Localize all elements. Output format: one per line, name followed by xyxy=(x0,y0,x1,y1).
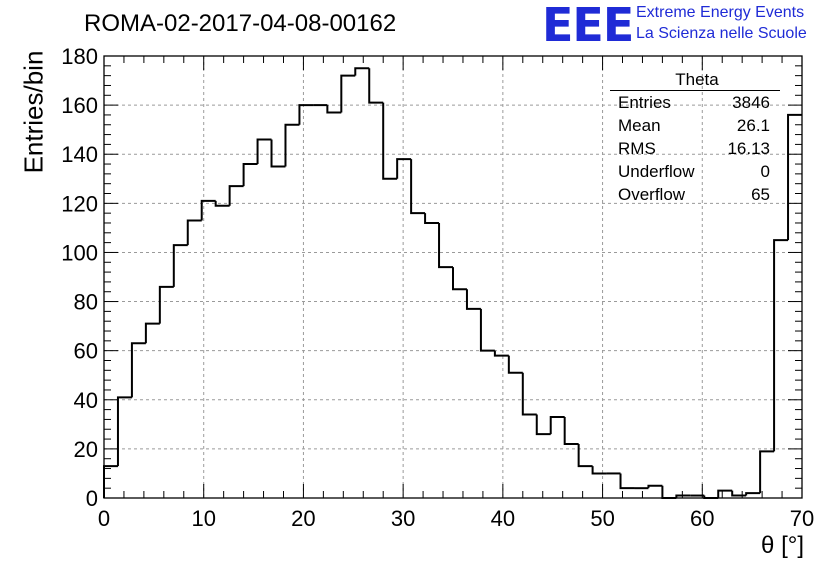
stats-label: Underflow xyxy=(618,162,695,181)
y-tick-label: 100 xyxy=(61,240,98,265)
histogram-bin xyxy=(521,372,537,416)
stats-value: 26.1 xyxy=(736,116,770,135)
histogram-bin xyxy=(214,200,230,207)
histogram-bin xyxy=(326,105,342,114)
y-tick-label: 180 xyxy=(61,44,98,69)
eee-logo: EEE xyxy=(542,0,634,52)
chart-title: ROMA-02-2017-04-08-00162 xyxy=(84,10,397,37)
y-tick-label: 0 xyxy=(86,486,98,511)
histogram-bin xyxy=(410,159,426,215)
histogram-bin xyxy=(619,473,635,490)
histogram-bin xyxy=(577,443,593,468)
histogram-bin xyxy=(340,74,356,113)
logo-line-1: Extreme Energy Events xyxy=(636,4,805,21)
histogram-bin xyxy=(368,68,384,104)
stats-label: Entries xyxy=(618,93,671,112)
y-tick-label: 40 xyxy=(74,388,98,413)
histogram-bin xyxy=(200,199,216,221)
x-tick-label: 60 xyxy=(690,506,714,531)
stats-value: 3846 xyxy=(732,93,770,112)
x-tick-label: 40 xyxy=(491,506,515,531)
histogram-bin xyxy=(186,219,202,246)
y-tick-label: 80 xyxy=(74,290,98,315)
histogram-bin xyxy=(717,489,733,498)
y-axis-label: Entries/bin xyxy=(18,50,49,174)
histogram-bin xyxy=(396,158,412,179)
stats-label: Overflow xyxy=(618,185,686,204)
histogram-bin xyxy=(535,414,551,436)
x-tick-label: 10 xyxy=(191,506,215,531)
histogram-bin xyxy=(661,485,677,499)
y-tick-label: 60 xyxy=(74,339,98,364)
histogram-bin xyxy=(158,285,174,324)
x-tick-label: 70 xyxy=(790,506,814,531)
stats-value: 16.13 xyxy=(727,139,770,158)
x-tick-label: 0 xyxy=(98,506,110,531)
histogram-bin xyxy=(563,416,579,445)
histogram-bin xyxy=(130,342,146,398)
histogram-bin xyxy=(382,102,398,180)
histogram-bin xyxy=(172,244,188,287)
histogram-bin xyxy=(647,484,663,489)
histogram-bins xyxy=(103,67,802,499)
histogram-bin xyxy=(675,494,691,498)
histogram-bin xyxy=(745,492,761,496)
histogram-bin xyxy=(759,450,775,494)
axes xyxy=(103,55,803,499)
histogram-bin xyxy=(773,239,789,452)
stats-row-rms: RMS 16.13 xyxy=(610,137,780,160)
tick-labels: 0 10 20 30 40 50 60 70 0 20 40 60 80 100 120 140 160 180 xyxy=(61,44,814,531)
histogram-bin xyxy=(354,67,370,76)
x-tick-label: 20 xyxy=(291,506,315,531)
histogram-bin xyxy=(242,163,258,187)
histogram-bin xyxy=(144,322,160,344)
grid-lines xyxy=(104,56,802,498)
histogram-bin xyxy=(493,350,509,357)
histogram-bin xyxy=(731,490,747,497)
y-tick-label: 160 xyxy=(61,93,98,118)
y-tick-label: 140 xyxy=(61,142,98,167)
x-tick-label: 50 xyxy=(590,506,614,531)
stats-row-underflow: Underflow 0 xyxy=(610,160,780,183)
stats-row-entries: Entries 3846 xyxy=(610,91,780,114)
axis-ticks xyxy=(103,55,803,499)
histogram-bin xyxy=(549,415,565,435)
histogram-bin xyxy=(116,396,132,467)
stats-row-overflow: Overflow 65 xyxy=(610,183,780,206)
x-axis-label: θ [°] xyxy=(761,532,804,559)
histogram-bin xyxy=(298,104,314,125)
histogram-bin xyxy=(424,213,440,224)
logo-line-2: La Scienza nelle Scuole xyxy=(636,25,807,42)
histogram-bin xyxy=(591,466,607,475)
y-tick-label: 20 xyxy=(74,437,98,462)
histogram-bin xyxy=(438,222,453,269)
histogram-bin xyxy=(703,495,719,499)
histogram-bin xyxy=(787,113,802,241)
stats-value: 0 xyxy=(760,162,770,181)
histogram-bin xyxy=(270,139,286,168)
histogram-bin xyxy=(479,308,495,352)
stats-label: Mean xyxy=(618,116,661,135)
plot-frame xyxy=(103,55,803,499)
x-tick-label: 30 xyxy=(391,506,415,531)
stats-title: Theta xyxy=(610,70,780,91)
y-tick-label: 120 xyxy=(61,191,98,216)
histogram-bin xyxy=(507,355,523,374)
stats-label: RMS xyxy=(618,139,656,158)
stats-box: Theta Entries 3846 Mean 26.1 RMS 16.13 U… xyxy=(610,70,780,206)
histogram-bin xyxy=(284,123,300,167)
histogram-bin xyxy=(465,289,481,310)
histogram-bin xyxy=(228,185,244,206)
histogram-bin xyxy=(452,267,467,291)
histogram-bin xyxy=(103,465,118,498)
histogram-bin xyxy=(256,138,272,165)
stats-value: 65 xyxy=(751,185,770,204)
stats-row-mean: Mean 26.1 xyxy=(610,114,780,137)
